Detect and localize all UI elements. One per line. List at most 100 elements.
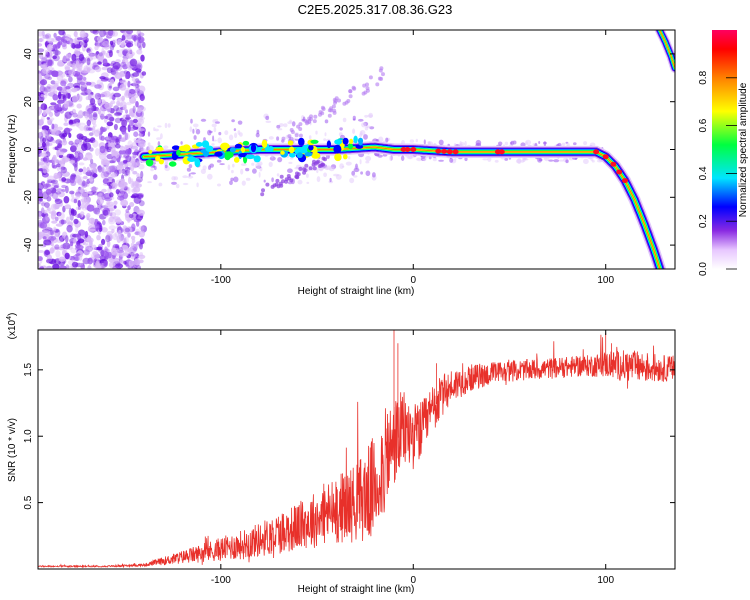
noise-speck — [134, 68, 142, 73]
haze-speck — [352, 175, 358, 178]
carrier-blob — [250, 143, 257, 153]
noise-speck — [136, 49, 143, 55]
noise-speck — [125, 209, 130, 213]
haze-speck — [147, 142, 151, 147]
noise-speck — [56, 163, 61, 168]
noise-speck — [41, 55, 47, 62]
noise-speck — [53, 184, 60, 189]
haze-speck — [217, 137, 222, 144]
noise-speck — [87, 265, 92, 269]
noise-speck — [92, 113, 98, 121]
noise-speck — [130, 195, 137, 199]
noise-speck — [74, 191, 82, 197]
noise-speck — [94, 40, 98, 46]
streak-speck — [302, 170, 307, 175]
noise-speck — [80, 92, 88, 96]
noise-speck — [125, 36, 129, 43]
streak-speck — [362, 83, 367, 88]
noise-speck — [57, 71, 62, 77]
haze-speck — [360, 171, 363, 175]
noise-speck — [100, 50, 105, 57]
noise-speck — [99, 126, 104, 134]
noise-speck — [72, 112, 78, 118]
carrier-blob — [148, 149, 153, 154]
haze-speck — [364, 114, 368, 118]
noise-speck — [38, 131, 44, 139]
noise-speck — [39, 222, 48, 229]
colorbar-ticks: 0.0 0.2 0.4 0.6 0.8 — [698, 70, 737, 276]
noise-speck — [127, 80, 131, 88]
noise-speck — [38, 200, 47, 205]
noise-speck — [51, 123, 55, 130]
noise-speck — [43, 155, 50, 164]
noise-speck — [66, 153, 73, 159]
noise-speck — [105, 235, 111, 243]
noise-speck — [52, 154, 57, 161]
haze-speck — [512, 140, 517, 145]
noise-speck — [63, 157, 71, 162]
noise-speck — [85, 243, 90, 250]
noise-speck — [111, 178, 116, 184]
noise-speck — [97, 167, 104, 173]
streak-speck — [308, 166, 313, 171]
haze-speck — [153, 174, 158, 181]
noise-speck — [46, 258, 54, 264]
noise-speck — [72, 62, 76, 71]
snr-x-axis-label: Height of straight line (km) — [298, 584, 415, 595]
noise-speck — [94, 45, 99, 51]
haze-speck — [504, 141, 509, 146]
streak-speck — [379, 76, 384, 81]
noise-speck — [87, 222, 93, 226]
noise-speck — [109, 212, 113, 216]
snr-y-multiplier-text: (x10 — [7, 319, 18, 339]
noise-speck — [50, 105, 54, 110]
noise-speck — [122, 191, 128, 200]
noise-speck — [96, 128, 102, 134]
noise-speck — [76, 133, 84, 140]
haze-speck — [229, 180, 233, 186]
haze-speck — [287, 121, 293, 125]
noise-speck — [39, 152, 48, 157]
haze-speck — [277, 157, 283, 163]
x-tick-label: 100 — [597, 275, 614, 286]
streak-speck — [270, 184, 275, 189]
noise-speck — [38, 199, 41, 205]
noise-speck — [62, 95, 66, 101]
noise-speck — [46, 207, 52, 212]
noise-speck — [104, 197, 113, 202]
noise-speck — [79, 125, 85, 131]
noise-speck — [38, 161, 45, 166]
noise-speck — [140, 95, 146, 101]
noise-speck — [100, 113, 105, 120]
noise-speck — [138, 200, 145, 207]
haze-speck — [520, 159, 525, 163]
noise-speck — [131, 252, 137, 259]
streak-speck — [298, 122, 303, 127]
streak-speck — [348, 94, 353, 99]
haze-speck — [153, 127, 156, 132]
noise-speck — [128, 213, 134, 219]
noise-speck — [54, 198, 63, 204]
noise-speck — [80, 211, 85, 216]
noise-speck — [69, 159, 76, 164]
noise-speck — [38, 70, 42, 74]
noise-speck — [122, 159, 128, 163]
noise-speck — [80, 192, 89, 199]
noise-speck — [74, 139, 80, 145]
haze-speck — [352, 128, 356, 134]
noise-speck — [43, 209, 48, 215]
noise-speck — [64, 37, 70, 42]
streak-speck — [352, 86, 357, 91]
noise-speck — [39, 265, 44, 269]
carrier-blob — [280, 150, 285, 155]
noise-speck — [57, 102, 62, 111]
streak-speck — [329, 106, 334, 111]
noise-speck — [71, 142, 79, 148]
noise-speck — [65, 235, 69, 243]
noise-speck — [136, 30, 142, 38]
noise-speck — [61, 231, 68, 239]
colorbar-tick-label: 0.4 — [698, 166, 709, 180]
carrier-blob — [201, 140, 210, 148]
noise-speck — [121, 119, 127, 128]
noise-speck — [119, 169, 123, 174]
